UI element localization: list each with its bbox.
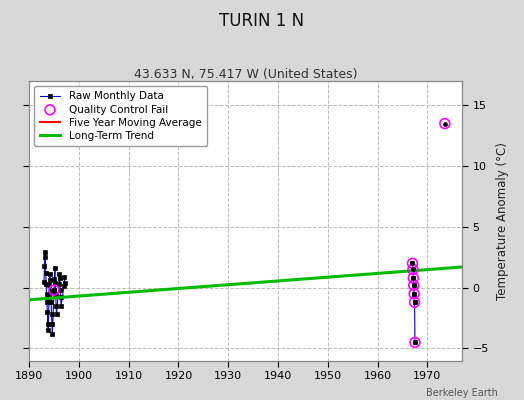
Raw Monthly Data xyxy=(42,250,48,255)
Raw Monthly Data xyxy=(51,277,58,282)
Raw Monthly Data xyxy=(44,310,50,314)
Raw Monthly Data xyxy=(58,304,64,308)
Raw Monthly Data xyxy=(41,263,48,268)
Raw Monthly Data xyxy=(61,284,67,289)
Point xyxy=(410,290,418,297)
Raw Monthly Data xyxy=(43,282,49,286)
Raw Monthly Data xyxy=(47,278,53,283)
Raw Monthly Data xyxy=(53,312,60,317)
Point xyxy=(408,260,417,266)
Raw Monthly Data xyxy=(45,322,51,326)
Raw Monthly Data xyxy=(48,289,54,294)
Quality Control Fail xyxy=(408,260,417,266)
Raw Monthly Data xyxy=(56,272,62,277)
Raw Monthly Data xyxy=(52,266,58,270)
Line: Raw Monthly Data: Raw Monthly Data xyxy=(42,251,67,336)
Raw Monthly Data xyxy=(56,282,62,286)
Raw Monthly Data xyxy=(42,255,48,260)
Raw Monthly Data xyxy=(47,272,53,277)
Raw Monthly Data xyxy=(49,332,56,336)
Point xyxy=(409,275,418,281)
Quality Control Fail xyxy=(410,282,418,288)
Raw Monthly Data xyxy=(62,280,68,285)
Raw Monthly Data xyxy=(46,283,52,288)
Raw Monthly Data xyxy=(41,279,47,284)
Quality Control Fail xyxy=(50,287,58,293)
Raw Monthly Data xyxy=(57,276,63,280)
Text: TURIN 1 N: TURIN 1 N xyxy=(220,12,304,30)
Raw Monthly Data xyxy=(57,288,63,292)
Raw Monthly Data xyxy=(49,322,55,326)
Raw Monthly Data xyxy=(58,295,64,300)
Legend: Raw Monthly Data, Quality Control Fail, Five Year Moving Average, Long-Term Tren: Raw Monthly Data, Quality Control Fail, … xyxy=(35,86,206,146)
Quality Control Fail xyxy=(409,266,417,273)
Raw Monthly Data xyxy=(48,300,54,305)
Raw Monthly Data xyxy=(42,271,49,276)
Quality Control Fail xyxy=(411,339,419,346)
Raw Monthly Data xyxy=(52,291,59,296)
Raw Monthly Data xyxy=(46,295,52,300)
Quality Control Fail xyxy=(409,275,418,281)
Quality Control Fail xyxy=(410,299,419,306)
Raw Monthly Data xyxy=(44,300,50,305)
Raw Monthly Data xyxy=(43,291,50,296)
Raw Monthly Data xyxy=(53,304,59,308)
Point xyxy=(441,120,449,127)
Title: 43.633 N, 75.417 W (United States): 43.633 N, 75.417 W (United States) xyxy=(134,68,357,81)
Quality Control Fail xyxy=(441,120,449,127)
Point xyxy=(411,339,419,346)
Point xyxy=(409,266,417,273)
Point xyxy=(410,282,418,288)
Quality Control Fail xyxy=(410,290,418,297)
Text: Berkeley Earth: Berkeley Earth xyxy=(426,388,498,398)
Raw Monthly Data xyxy=(51,288,57,292)
Y-axis label: Temperature Anomaly (°C): Temperature Anomaly (°C) xyxy=(496,142,509,300)
Raw Monthly Data xyxy=(61,274,68,279)
Point xyxy=(50,287,58,293)
Raw Monthly Data xyxy=(48,312,54,317)
Raw Monthly Data xyxy=(45,328,51,332)
Raw Monthly Data xyxy=(52,280,58,285)
Point xyxy=(410,299,419,306)
